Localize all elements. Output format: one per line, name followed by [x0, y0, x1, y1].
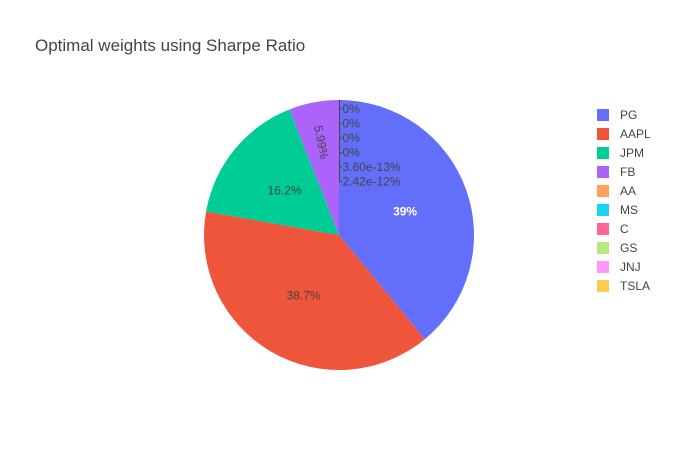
pie-labels: 39%38.7%16.2%5.99%0%0%0%0%3.60e-13%2.42e… — [268, 100, 417, 303]
legend-swatch — [597, 242, 609, 254]
legend-item-ms[interactable]: MS — [597, 203, 638, 217]
legend-swatch — [597, 223, 609, 235]
chart-title: Optimal weights using Sharpe Ratio — [35, 36, 305, 55]
pie-slice-pg[interactable] — [339, 100, 474, 340]
legend-label: JPM — [620, 146, 644, 160]
slice-label-gs: 0% — [343, 146, 361, 160]
legend-item-gs[interactable]: GS — [597, 241, 637, 255]
outside-label-connector — [339, 167, 342, 182]
legend-swatch — [597, 147, 609, 159]
legend-item-jpm[interactable]: JPM — [597, 146, 644, 160]
slice-label-tsla: 2.42e-12% — [343, 175, 401, 189]
pie-slice-fb[interactable] — [289, 100, 339, 235]
legend-item-jnj[interactable]: JNJ — [597, 260, 641, 274]
legend: PG AAPL JPM FB AA MS C GS JNJ TSLA — [597, 108, 651, 293]
pie-slice-jpm[interactable] — [206, 109, 339, 235]
legend-label: TSLA — [620, 279, 650, 293]
legend-swatch — [597, 261, 609, 273]
slice-label-jpm: 16.2% — [268, 184, 302, 198]
slice-label-pg: 39% — [393, 204, 417, 218]
slice-label-ms: 0% — [343, 117, 361, 131]
legend-label: FB — [620, 165, 635, 179]
legend-label: AA — [620, 184, 636, 198]
legend-item-fb[interactable]: FB — [597, 165, 635, 179]
legend-label: JNJ — [620, 260, 641, 274]
legend-label: MS — [620, 203, 638, 217]
legend-swatch — [597, 185, 609, 197]
slice-label-aa: 0% — [343, 102, 361, 116]
slice-label-aapl: 38.7% — [287, 289, 321, 303]
legend-label: GS — [620, 241, 637, 255]
legend-swatch — [597, 280, 609, 292]
legend-swatch — [597, 109, 609, 121]
legend-item-aa[interactable]: AA — [597, 184, 636, 198]
legend-label: PG — [620, 108, 637, 122]
legend-swatch — [597, 128, 609, 140]
legend-item-c[interactable]: C — [597, 222, 629, 236]
legend-item-tsla[interactable]: TSLA — [597, 279, 650, 293]
legend-label: AAPL — [620, 127, 651, 141]
legend-label: C — [620, 222, 629, 236]
legend-swatch — [597, 166, 609, 178]
pie-slice-aapl[interactable] — [203, 211, 425, 371]
legend-swatch — [597, 204, 609, 216]
slice-label-jnj: 3.60e-13% — [343, 160, 401, 174]
pie-slices — [203, 100, 474, 371]
slice-label-c: 0% — [343, 131, 361, 145]
legend-item-pg[interactable]: PG — [597, 108, 637, 122]
legend-item-aapl[interactable]: AAPL — [597, 127, 651, 141]
slice-label-fb: 5.99% — [311, 124, 331, 160]
